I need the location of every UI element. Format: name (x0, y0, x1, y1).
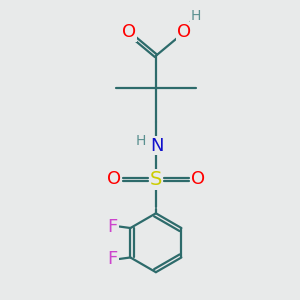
Text: S: S (150, 170, 162, 189)
Text: F: F (108, 250, 118, 268)
Text: H: H (135, 134, 146, 148)
Text: O: O (191, 170, 205, 188)
Text: O: O (107, 170, 121, 188)
Text: O: O (177, 23, 191, 41)
Text: H: H (190, 9, 201, 23)
Text: F: F (108, 218, 118, 236)
Text: N: N (151, 136, 164, 154)
Text: O: O (122, 23, 136, 41)
